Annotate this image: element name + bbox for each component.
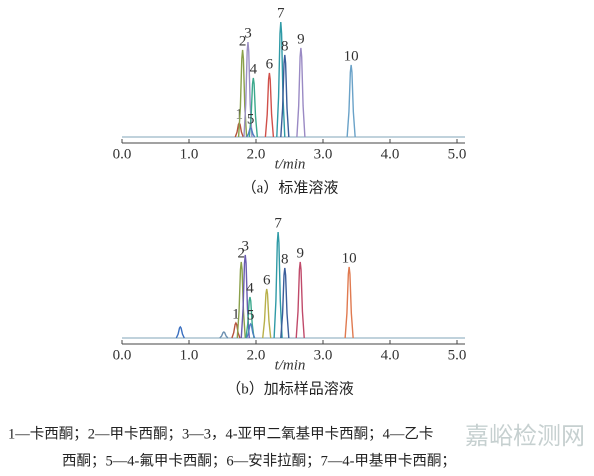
peak xyxy=(237,49,248,138)
x-tick-label: 2.0 xyxy=(247,347,266,363)
caption: （a）标准溶液 xyxy=(242,179,339,196)
peak-label: 7 xyxy=(277,5,285,21)
peak xyxy=(296,47,306,138)
peak-label: 4 xyxy=(250,61,258,77)
peak xyxy=(346,64,356,138)
peak xyxy=(175,325,185,339)
x-tick-label: 4.0 xyxy=(381,146,400,162)
peak-label: 6 xyxy=(266,56,274,72)
x-axis-label: t/min xyxy=(275,357,306,373)
peak-label: 9 xyxy=(297,31,305,47)
x-tick-label: 4.0 xyxy=(381,347,400,363)
peak xyxy=(344,266,354,339)
peak xyxy=(245,296,255,339)
caption: （b）加标样品溶液 xyxy=(226,380,354,397)
peak-label: 10 xyxy=(342,250,357,266)
x-tick-label: 3.0 xyxy=(314,347,333,363)
x-tick-label: 5.0 xyxy=(448,146,467,162)
peak-label: 3 xyxy=(242,238,250,254)
peak xyxy=(248,77,259,138)
peak-label: 8 xyxy=(281,38,289,54)
peak xyxy=(240,254,250,339)
peak-label: 2 xyxy=(239,33,247,49)
x-tick-label: 2.0 xyxy=(247,146,266,162)
peak xyxy=(273,231,283,339)
x-tick-label: 0.0 xyxy=(113,146,132,162)
peak-label: 10 xyxy=(344,48,359,64)
x-axis-label: t/min xyxy=(275,156,306,172)
peak xyxy=(264,72,275,138)
peak-label: 3 xyxy=(244,25,252,41)
peak-label: 1 xyxy=(232,306,240,322)
peak xyxy=(243,41,253,138)
peak xyxy=(280,54,290,138)
x-tick-label: 3.0 xyxy=(314,146,333,162)
peak xyxy=(280,267,290,339)
peak-label: 8 xyxy=(281,251,289,267)
peak-label: 6 xyxy=(263,272,271,288)
peak-label: 9 xyxy=(296,245,304,261)
peak xyxy=(295,261,305,339)
watermark: 嘉峪检测网 xyxy=(465,422,585,450)
peak xyxy=(246,126,256,138)
peak xyxy=(262,288,272,339)
x-tick-label: 1.0 xyxy=(180,347,199,363)
peak-label: 5 xyxy=(247,307,255,323)
peak-label: 2 xyxy=(238,245,246,261)
x-tick-label: 1.0 xyxy=(180,146,199,162)
x-tick-label: 0.0 xyxy=(113,347,132,363)
legend-line: 1—卡西酮；2—甲卡西酮；3—3，4-亚甲二氧基甲卡西酮；4—乙卡 xyxy=(8,425,433,442)
peak-label: 4 xyxy=(246,280,254,296)
x-tick-label: 5.0 xyxy=(448,347,467,363)
legend-line: 西酮；5—4-氟甲卡西酮；6—安非拉酮；7—4-甲基甲卡西酮； xyxy=(62,452,456,469)
peak xyxy=(245,322,256,339)
peak-label: 5 xyxy=(247,111,255,127)
peak xyxy=(219,331,229,339)
peak-label: 7 xyxy=(274,215,282,231)
